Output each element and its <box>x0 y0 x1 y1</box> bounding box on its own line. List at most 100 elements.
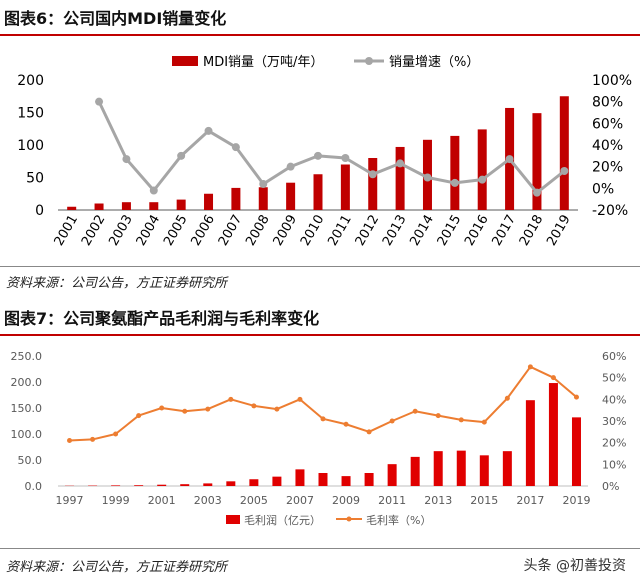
x-tick-label: 2003 <box>194 494 222 507</box>
x-tick-label: 2011 <box>378 494 406 507</box>
bar <box>456 450 466 486</box>
growth-point <box>231 143 240 152</box>
bar <box>149 202 159 210</box>
y-tick-label: 50 <box>26 171 44 187</box>
y2-tick-label: -20% <box>592 203 628 219</box>
x-tick-label: 2007 <box>286 494 314 507</box>
figure6-title: 图表6：公司国内MDI销量变化 <box>4 9 227 28</box>
legend-label-profit: 毛利润（亿元） <box>244 513 321 527</box>
growth-series-line <box>97 101 566 195</box>
legend-marker-margin <box>346 516 352 522</box>
x-tick-label: 2009 <box>332 494 360 507</box>
growth-point <box>532 188 541 197</box>
growth-point <box>122 155 131 164</box>
y2-tick-label: 10% <box>602 458 626 471</box>
y-tick-label: 0.0 <box>25 480 43 493</box>
bar <box>203 483 213 486</box>
bar <box>226 481 236 486</box>
x-tick-label: 2013 <box>424 494 452 507</box>
growth-point <box>505 155 514 164</box>
x-tick-label: 2016 <box>462 213 492 249</box>
margin-point <box>527 364 533 370</box>
margin-point <box>435 413 441 419</box>
bar <box>286 182 296 210</box>
y-tick-label: 100 <box>17 138 44 154</box>
gross-profit-chart: 0.0 50.0 100.0 150.0 200.0 250.0 0% 10% 20% 30% 40… <box>11 350 627 527</box>
margin-point <box>343 421 349 427</box>
margin-point <box>504 395 510 401</box>
growth-point <box>478 175 487 184</box>
growth-point <box>560 167 569 175</box>
bar <box>204 193 214 210</box>
y-tick-label: 100.0 <box>11 428 43 441</box>
bar <box>477 129 487 210</box>
x-tick-label: 2005 <box>240 494 268 507</box>
bar <box>450 135 460 210</box>
margin-point <box>90 436 96 442</box>
margin-point <box>67 438 73 443</box>
margin-point <box>412 408 418 414</box>
figure7-bottom-rule <box>0 548 640 549</box>
y2-tick-label: 20% <box>602 437 626 450</box>
figure6-bottom-rule <box>0 266 640 267</box>
x-tick-label: 2012 <box>353 213 383 249</box>
bar <box>176 199 186 210</box>
bar <box>340 164 350 210</box>
margin-point <box>136 413 142 419</box>
x-tick-label: 2007 <box>216 212 246 248</box>
x-tick-label: 2001 <box>148 494 176 507</box>
bar <box>548 383 558 486</box>
bar <box>111 485 121 486</box>
bar <box>313 174 323 210</box>
x-tick-label: 2010 <box>298 213 328 249</box>
bar <box>180 484 190 486</box>
y-tick-label: 50.0 <box>18 454 43 467</box>
bar <box>410 456 420 486</box>
figure6-source: 资料来源：公司公告，方正证券研究所 <box>6 276 228 291</box>
bar <box>318 473 328 486</box>
growth-point <box>259 180 268 188</box>
growth-point <box>368 170 377 179</box>
bar <box>387 464 397 486</box>
bar <box>121 202 131 210</box>
growth-point <box>286 162 295 171</box>
x-tick-label: 2019 <box>544 213 574 249</box>
bar <box>433 451 443 486</box>
x-tick-label: 2009 <box>271 213 301 249</box>
x-tick-label: 2019 <box>562 494 590 507</box>
x-tick-label: 2011 <box>325 213 355 249</box>
margin-point <box>550 375 556 381</box>
legend-marker-growth <box>365 57 373 65</box>
bar <box>525 400 535 486</box>
y2-tick-label: 60% <box>602 350 626 363</box>
x-tick-label: 2018 <box>517 213 547 249</box>
margin-point <box>205 406 211 412</box>
x-tick-label: 2017 <box>516 494 544 507</box>
bar <box>368 158 378 210</box>
x-tick-label: 2008 <box>243 213 273 249</box>
y2-tick-label: 50% <box>602 372 626 385</box>
x-tick-label: 2002 <box>79 213 109 249</box>
growth-point <box>341 154 350 162</box>
x-tick-label: 2005 <box>161 213 191 249</box>
margin-point <box>228 396 234 402</box>
x-tick-label: 2001 <box>52 213 82 249</box>
y-tick-label: 150.0 <box>11 402 43 415</box>
margin-point <box>251 403 257 409</box>
legend-swatch-sales <box>172 56 198 66</box>
y-tick-label: 150 <box>17 106 44 122</box>
growth-point <box>314 151 322 160</box>
bar <box>341 476 351 486</box>
bar <box>157 484 167 486</box>
x-tick-label: 2003 <box>106 213 136 249</box>
bar <box>395 146 405 210</box>
y2-tick-label: 100% <box>592 73 632 89</box>
bar <box>364 473 374 486</box>
y2-tick-label: 30% <box>602 415 626 428</box>
margin-point <box>274 406 280 412</box>
x-tick-label: 2006 <box>188 213 218 249</box>
y2-tick-label: 0% <box>602 480 619 493</box>
growth-point <box>450 178 459 187</box>
margin-point <box>297 396 303 402</box>
margin-point <box>320 416 326 422</box>
